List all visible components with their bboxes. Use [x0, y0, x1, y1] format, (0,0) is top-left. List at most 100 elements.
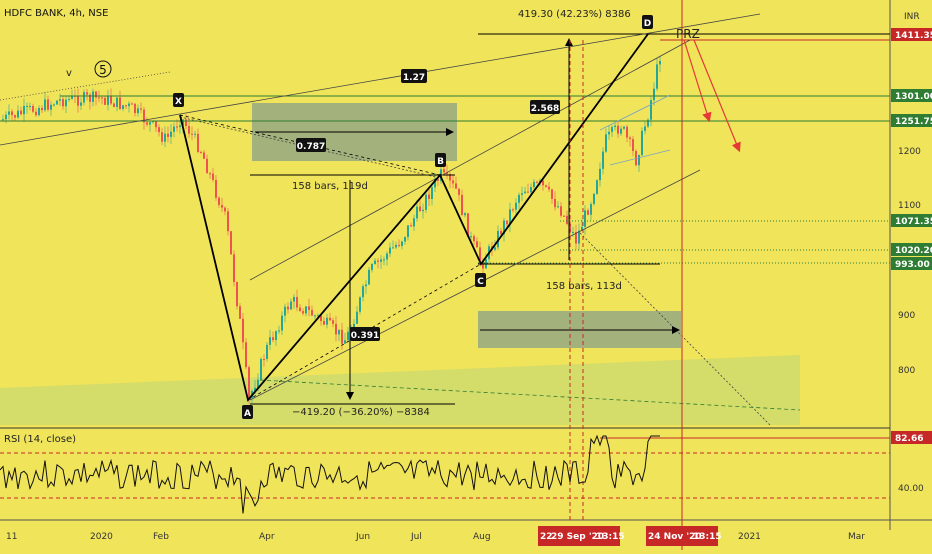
candle-body — [575, 231, 577, 244]
time-label-apr: Apr — [259, 532, 275, 542]
candle-body — [494, 247, 496, 250]
time-highlight-nov-time: 13:15 — [693, 532, 722, 542]
rsi-title: RSI (14, close) — [4, 434, 76, 445]
candle-body — [356, 311, 358, 324]
candle-body — [299, 307, 301, 312]
candle-body — [155, 121, 157, 128]
candle-body — [554, 198, 556, 208]
candle-body — [365, 284, 367, 287]
candle-body — [236, 282, 238, 307]
rsi-line — [0, 434, 660, 514]
candle-body — [656, 64, 658, 89]
candle-body — [542, 180, 544, 186]
candle-body — [623, 126, 625, 129]
candle-body — [524, 191, 526, 194]
candle-body — [326, 317, 328, 325]
candle-body — [569, 223, 571, 233]
candle-body — [584, 210, 586, 227]
candle-body — [503, 220, 505, 235]
candle-body — [89, 94, 91, 102]
candle-body — [380, 259, 382, 262]
candle-body — [500, 230, 502, 235]
price-tag-1071: 1071.35 — [895, 217, 932, 227]
candle-body — [122, 105, 124, 109]
candle-body — [512, 209, 514, 211]
price-tag-1251: 1251.75 — [895, 117, 932, 127]
candle-body — [518, 194, 520, 203]
price-scale-1200: 1200 — [898, 147, 921, 157]
candle-body — [314, 315, 316, 317]
candle-body — [449, 174, 451, 181]
candle-body — [14, 115, 16, 118]
candle-body — [308, 306, 310, 310]
candle-body — [335, 323, 337, 335]
candle-body — [293, 296, 295, 302]
price-tag-1301: 1301.00 — [895, 92, 932, 102]
candle-body — [467, 213, 469, 237]
candle-body — [425, 194, 427, 210]
time-label-jun: Jun — [355, 532, 370, 542]
candle-body — [209, 173, 211, 175]
candle-body — [581, 226, 583, 231]
candle-body — [422, 209, 424, 212]
measure-up-label: 419.30 (42.23%) 8386 — [518, 9, 631, 20]
price-tag-993: 993.00 — [895, 260, 930, 270]
time-label-2021: 2021 — [738, 532, 761, 542]
ratio-bd: 1.27 — [403, 73, 425, 83]
time-highlight-sep: 29 Sep '20 — [551, 532, 604, 542]
candle-body — [158, 127, 160, 133]
point-labels: X A B C D — [173, 15, 653, 419]
candle-body — [353, 323, 355, 328]
candle-body — [239, 306, 241, 319]
candle-body — [479, 247, 481, 261]
candle-body — [566, 215, 568, 224]
candle-body — [362, 286, 364, 298]
candle-body — [146, 122, 148, 125]
point-label-x: X — [175, 97, 182, 107]
candle-body — [587, 210, 589, 215]
prz-arrow-2 — [693, 39, 741, 153]
candle-body — [197, 133, 199, 152]
candle-body — [137, 108, 139, 114]
prz-arrow-1 — [683, 39, 712, 123]
candle-body — [548, 186, 550, 190]
candle-body — [470, 236, 472, 238]
wave-label-5: 5 — [99, 63, 107, 77]
candle-body — [32, 105, 34, 112]
candle-body — [38, 107, 40, 116]
candle-body — [65, 99, 67, 107]
rsi-current-tag: 82.66 — [895, 434, 923, 444]
candle-body — [419, 206, 421, 212]
candle-body — [266, 344, 268, 360]
candle-body — [8, 111, 10, 115]
candle-body — [614, 125, 616, 128]
candle-body — [560, 206, 562, 216]
candle-body — [284, 306, 286, 316]
support-zone — [0, 355, 800, 425]
candle-body — [398, 244, 400, 246]
candle-body — [260, 358, 262, 380]
symbol-label: HDFC BANK, 4h, NSE — [4, 8, 108, 19]
candle-body — [128, 103, 130, 107]
candle-body — [629, 137, 631, 140]
candle-body — [650, 100, 652, 120]
candle-body — [170, 131, 172, 137]
ratio-xd: 2.568 — [531, 104, 559, 114]
time-highlight-sep-time: 13:15 — [596, 532, 625, 542]
candle-body — [173, 126, 175, 132]
time-label-aug: Aug — [473, 532, 491, 542]
candle-body — [608, 131, 610, 135]
candle-body — [92, 91, 94, 102]
candle-body — [104, 97, 106, 105]
rsi-scale-40: 40.00 — [898, 484, 924, 494]
candle-body — [626, 126, 628, 138]
candle-body — [311, 309, 313, 316]
candle-body — [452, 180, 454, 184]
candle-body — [572, 231, 574, 233]
price-scale-900: 900 — [898, 311, 915, 321]
price-scale-1100: 1100 — [898, 201, 921, 211]
candle-body — [248, 367, 250, 398]
candle-body — [86, 92, 88, 95]
candle-body — [620, 128, 622, 134]
